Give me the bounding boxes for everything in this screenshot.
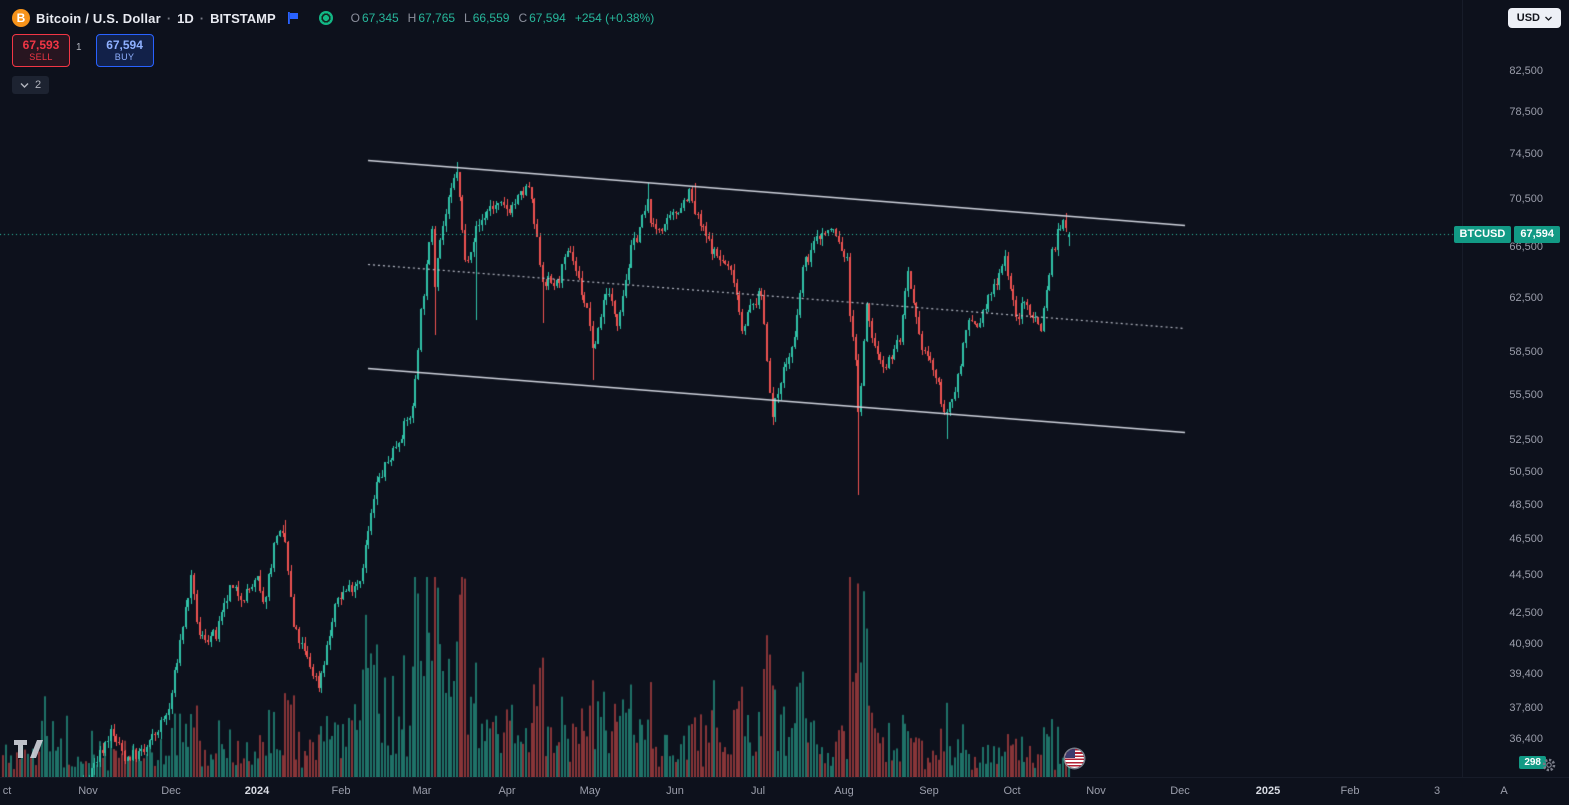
us-flag-icon [1065,749,1084,768]
caret-down-icon [1545,16,1552,21]
open-value: 67,345 [361,11,399,25]
time-tick-label: 2024 [244,785,270,797]
price-tick-label: 66,500 [1509,241,1543,253]
currency-label: USD [1516,12,1540,24]
candlestick-chart[interactable] [0,0,1462,777]
price-tick-label: 42,500 [1509,606,1543,619]
price-tick-label: 39,400 [1509,668,1543,681]
symbol-header: B Bitcoin / U.S. Dollar · 1D · BITSTAMP … [12,9,654,27]
price-tick-label: 78,500 [1509,105,1543,118]
tradingview-logo[interactable] [14,737,44,764]
time-tick-label: Dec [161,785,181,797]
collapsed-panel-count: 2 [35,79,42,91]
price-tick-label: 52,500 [1509,433,1543,446]
price-tick-label: 44,500 [1509,568,1543,581]
time-tick-label: Jul [750,785,766,797]
symbol-price-tag: BTCUSD [1453,226,1512,243]
price-tick-label: 48,500 [1509,498,1543,511]
bitcoin-icon: B [12,9,30,27]
time-tick-label: ct [2,785,12,797]
ohlc-values: O 67,345 H 67,765 L 66,559 C 67,594 +254 (+0… [351,11,655,25]
order-panel: 67,593 SELL 1 67,594 BUY [12,34,154,67]
market-status-icon[interactable] [318,11,333,25]
exchange-label[interactable]: BITSTAMP [210,10,276,26]
symbol-title[interactable]: Bitcoin / U.S. Dollar [36,10,161,26]
time-tick-label: Feb [331,785,351,797]
close-label: C [518,11,528,25]
close-value: 67,594 [529,11,566,25]
price-tick-label: 55,500 [1509,388,1543,401]
price-tick-label: 58,500 [1509,345,1543,358]
gear-icon[interactable] [1541,757,1557,778]
price-tick-label: 82,500 [1509,65,1543,77]
time-tick-label: Nov [1086,785,1106,797]
time-tick-label: Oct [1003,785,1021,797]
high-value: 67,765 [418,11,456,25]
time-axis[interactable]: ct Nov Dec 2024 Feb Mar Apr May Jun Jul Aug Sep Oct N… [0,777,1569,805]
flag-icon[interactable] [286,11,299,25]
price-tick-label: 40,900 [1509,637,1543,650]
time-tick-label: Jun [666,785,684,797]
time-tick-label: Sep [919,785,939,797]
interval-label[interactable]: 1D [177,10,194,26]
time-tick-label: Feb [1340,785,1360,797]
current-price-tag-row: BTCUSD 67,594 [1453,226,1560,243]
chevron-down-icon [20,83,29,88]
time-tick-label: Aug [834,785,854,797]
current-price-label: 67,594 [1514,226,1560,243]
buy-button[interactable]: 67,594 BUY [95,34,154,67]
high-label: H [407,11,417,25]
time-tick-label: A [1500,785,1508,797]
time-tick-label: Mar [412,785,432,797]
sell-button[interactable]: 67,593 SELL [12,34,70,67]
price-tick-label: 37,800 [1509,702,1543,715]
time-tick-label: Nov [78,785,98,797]
time-tick-label: Apr [498,785,516,797]
price-tick-label: 50,500 [1509,465,1543,478]
price-tick-label: 70,500 [1509,193,1543,206]
separator-dot: · [166,10,172,26]
buy-label: BUY [114,52,135,62]
price-axis[interactable]: 82,500 78,500 74,500 70,500 66,500 62,500 58,5… [1462,0,1569,777]
price-tick-label: 46,500 [1509,533,1543,546]
buy-price: 67,594 [106,38,143,52]
low-label: L [464,11,471,25]
collapsed-panel-toggle[interactable]: 2 [12,76,50,94]
time-tick-label: 2025 [1255,785,1281,797]
low-value: 66,559 [472,11,510,25]
price-tick-label: 62,500 [1509,291,1543,304]
time-tick-label: Dec [1170,785,1190,797]
time-tick-label: 3 [1433,785,1441,797]
volume-value-tag: 298 [1519,756,1546,769]
price-tick-label: 74,500 [1509,148,1543,161]
spread-value: 1 [76,42,82,53]
separator-dot: · [199,10,205,26]
time-tick-label: May [579,785,601,797]
currency-button[interactable]: USD [1507,8,1561,28]
sell-label: SELL [29,52,53,62]
sell-price: 67,593 [22,38,60,52]
open-label: O [350,11,360,25]
price-tick-label: 36,400 [1509,733,1543,745]
change-value: +254 (+0.38%) [574,11,655,25]
